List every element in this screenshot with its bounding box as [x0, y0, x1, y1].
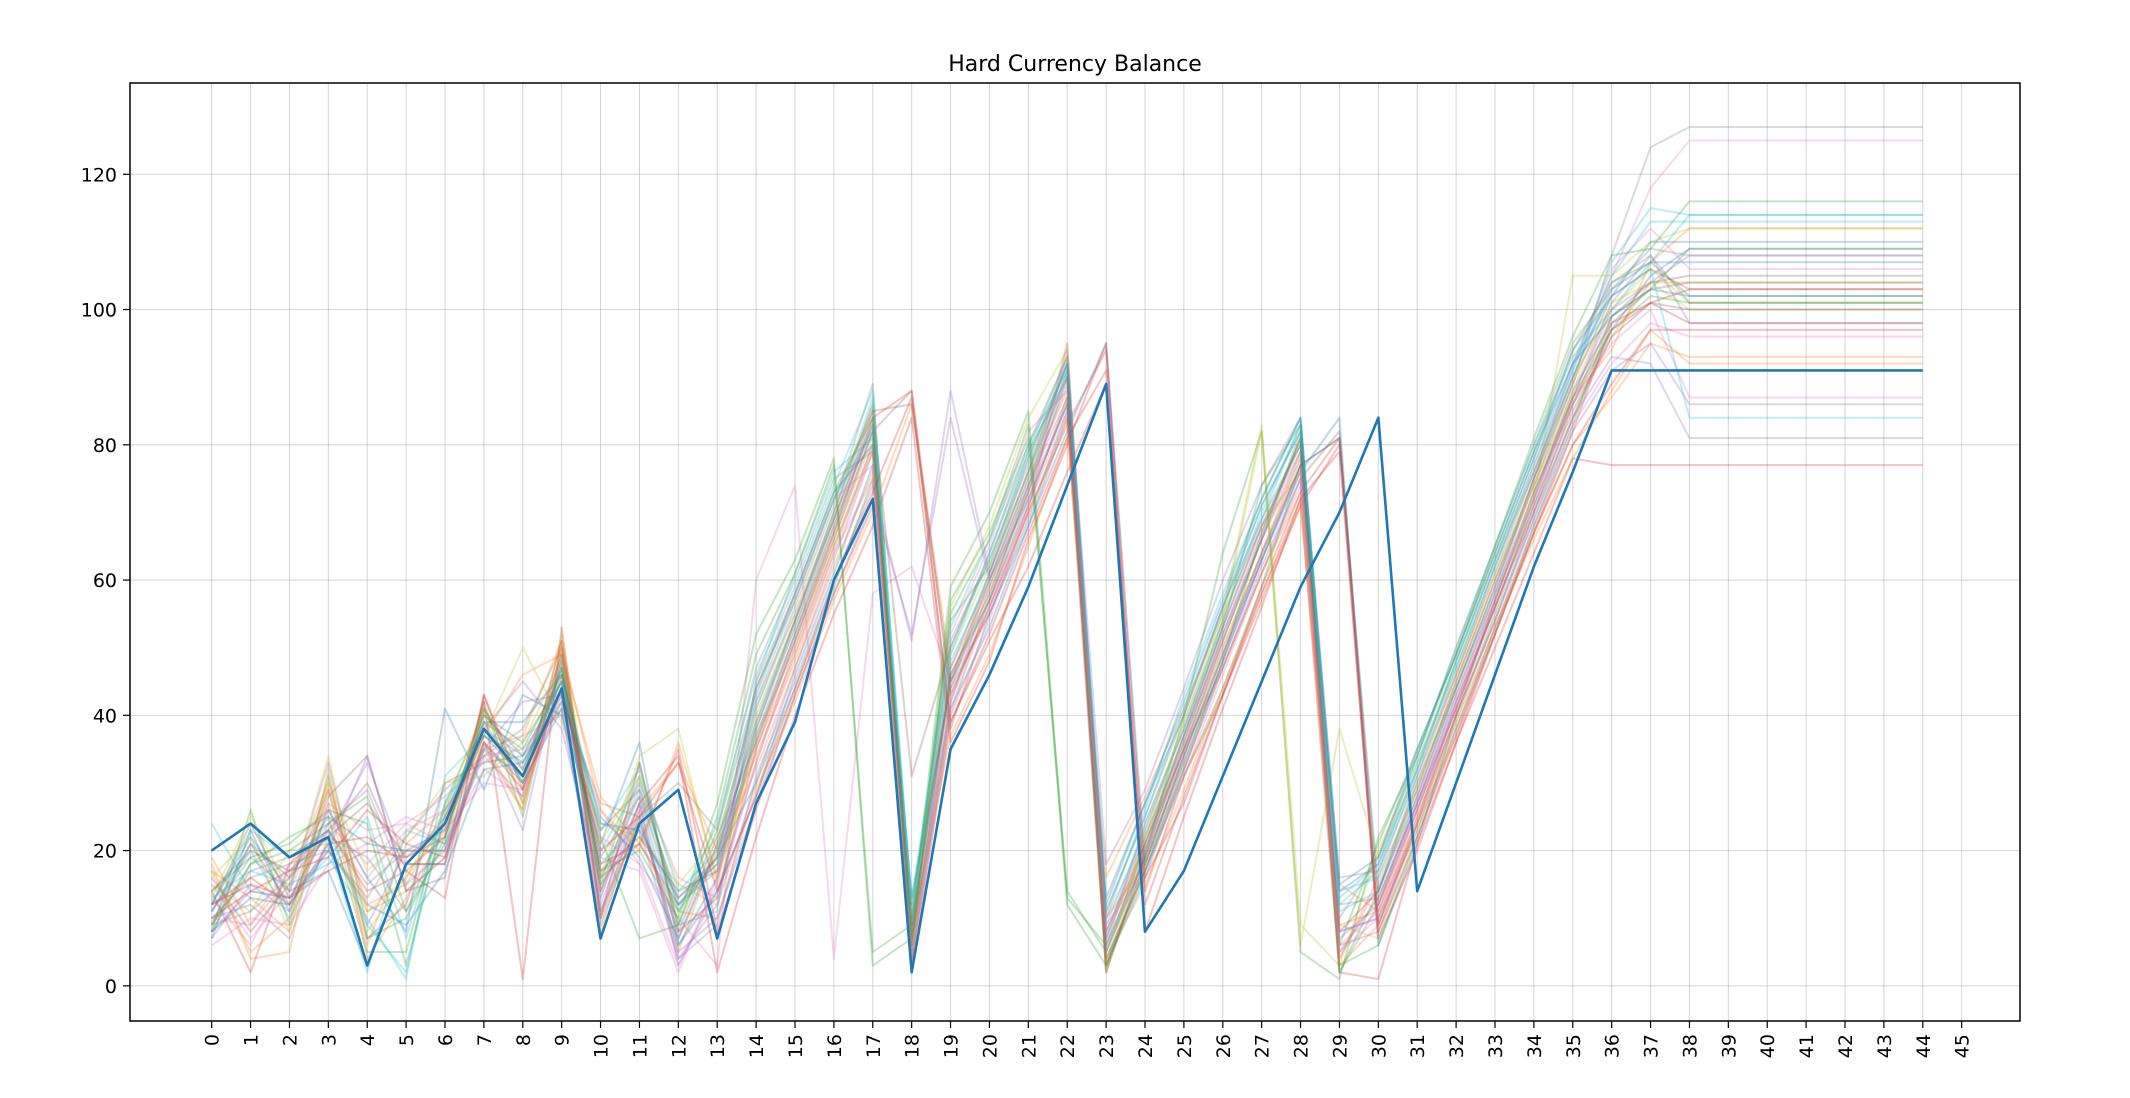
x-tick-label: 34: [1524, 1034, 1546, 1058]
x-tick-label: 43: [1874, 1034, 1896, 1058]
x-tick-label: 12: [668, 1034, 690, 1058]
x-tick-label: 42: [1835, 1034, 1857, 1058]
x-tick-label: 23: [1096, 1034, 1118, 1058]
x-tick-label: 25: [1174, 1034, 1196, 1058]
x-tick-label: 41: [1796, 1034, 1818, 1058]
series-line-32: [210, 342, 1923, 967]
y-tick-label: 100: [81, 300, 117, 322]
series-line-29: [210, 281, 1923, 974]
x-tick-label: 40: [1757, 1034, 1779, 1058]
x-tick-label: 28: [1291, 1034, 1313, 1058]
series-line-25: [210, 355, 1923, 960]
y-axis: 0 20 40 60 80 100 120: [81, 164, 130, 998]
x-tick-label: 35: [1563, 1034, 1585, 1058]
x-tick-label: 15: [785, 1034, 807, 1058]
y-tick-label: 40: [93, 705, 117, 727]
series-line-19: [210, 267, 1923, 967]
series-line-highlighted: [210, 369, 1923, 974]
x-tick-label: 39: [1718, 1034, 1740, 1058]
x-tick-label: 45: [1952, 1034, 1974, 1058]
series-line-35: [210, 342, 1923, 960]
x-tick-label: 11: [629, 1034, 651, 1058]
series-line-15: [211, 254, 1923, 960]
x-tick-label: 29: [1329, 1034, 1351, 1058]
x-tick-label: 1: [241, 1034, 263, 1046]
x-tick-label: 30: [1368, 1034, 1390, 1058]
x-tick-label: 32: [1446, 1034, 1468, 1058]
x-tick-label: 8: [513, 1034, 535, 1046]
series-line-13: [210, 261, 1923, 981]
series-line-17: [211, 227, 1923, 974]
series-line-8: [210, 125, 1923, 974]
x-tick-label: 27: [1252, 1034, 1274, 1058]
x-tick-label: 44: [1913, 1034, 1935, 1058]
x-tick-label: 5: [396, 1034, 418, 1046]
series-line-1: [210, 247, 1923, 967]
series-line-27: [210, 322, 1923, 967]
y-tick-label: 0: [105, 976, 117, 998]
x-tick-label: 3: [318, 1034, 340, 1046]
x-axis: 0 1 2 3 4 5 6 7 8 9 10 11 12 13 14 15 16 17 18 19 20 21 22 23 24…: [202, 1021, 1974, 1058]
x-tick-label: 37: [1641, 1034, 1663, 1058]
series-line-5: [210, 254, 1923, 967]
series-line-6: [210, 281, 1923, 974]
series-line-26: [210, 267, 1923, 947]
series-line-18: [210, 247, 1923, 933]
x-tick-label: 9: [552, 1034, 574, 1046]
series-lines: [210, 125, 1923, 981]
x-tick-label: 22: [1057, 1034, 1079, 1058]
x-tick-label: 2: [279, 1034, 301, 1046]
x-tick-label: 7: [474, 1034, 496, 1046]
x-tick-label: 13: [707, 1034, 729, 1058]
series-line-33: [210, 295, 1923, 974]
x-tick-label: 24: [1135, 1034, 1157, 1058]
x-tick-label: 26: [1213, 1034, 1235, 1058]
series-line-36: [210, 301, 1923, 967]
x-tick-label: 36: [1602, 1034, 1624, 1058]
x-tick-label: 18: [902, 1034, 924, 1058]
x-tick-label: 20: [979, 1034, 1001, 1058]
series-line-9: [211, 227, 1923, 967]
x-tick-label: 4: [357, 1034, 379, 1046]
x-tick-label: 10: [591, 1034, 613, 1058]
series-line-23: [211, 200, 1923, 967]
y-tick-label: 120: [81, 164, 117, 186]
series-line-7: [210, 139, 1923, 967]
series-line-16: [210, 274, 1923, 974]
x-tick-label: 19: [941, 1034, 963, 1058]
x-tick-label: 31: [1407, 1034, 1429, 1058]
series-line-34: [211, 328, 1923, 933]
x-tick-label: 38: [1679, 1034, 1701, 1058]
x-tick-label: 0: [202, 1034, 224, 1046]
series-line-38: [210, 267, 1923, 974]
series-line-3: [210, 247, 1923, 967]
x-tick-label: 14: [746, 1034, 768, 1058]
series-line-21: [211, 261, 1923, 960]
series-line-24: [211, 342, 1923, 981]
series-line-28: [211, 254, 1923, 940]
grid-lines: [130, 83, 2020, 1021]
series-line-37: [211, 308, 1923, 967]
y-tick-label: 80: [93, 435, 117, 457]
y-tick-label: 20: [93, 841, 117, 863]
x-tick-label: 33: [1485, 1034, 1507, 1058]
series-line-14: [211, 301, 1923, 981]
series-line-4: [210, 288, 1923, 974]
x-tick-label: 21: [1018, 1034, 1040, 1058]
series-line-20: [210, 220, 1923, 974]
chart-title: Hard Currency Balance: [948, 52, 1202, 77]
x-tick-label: 6: [435, 1034, 457, 1046]
series-line-11: [210, 240, 1923, 947]
plot-frame: [129, 82, 2021, 1022]
series-line-22: [210, 328, 1923, 960]
x-tick-label: 17: [863, 1034, 885, 1058]
y-tick-label: 60: [93, 570, 117, 592]
x-tick-label: 16: [824, 1034, 846, 1058]
series-line-31: [210, 288, 1923, 933]
series-line-12: [210, 227, 1923, 960]
